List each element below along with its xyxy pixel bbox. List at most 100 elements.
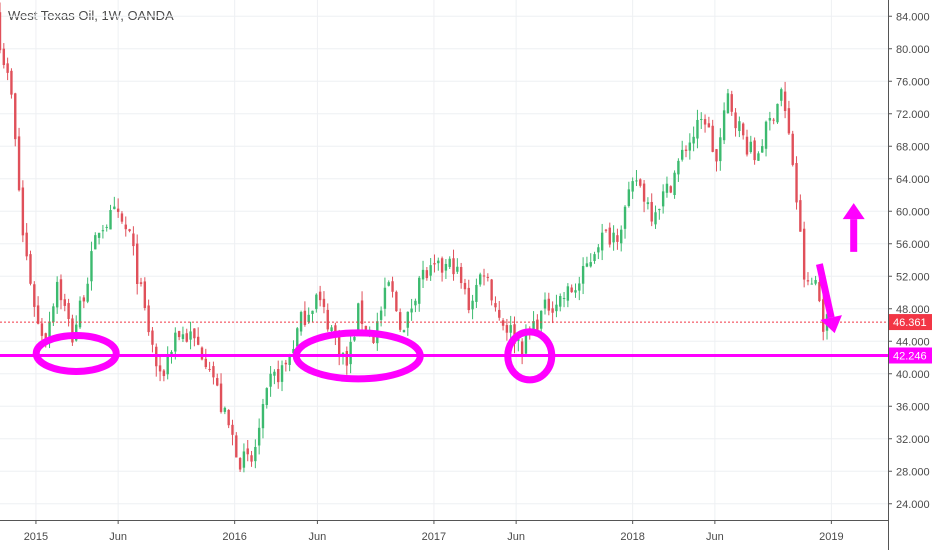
- candle-body: [193, 328, 196, 339]
- candle-body: [25, 232, 28, 257]
- candle-body: [330, 327, 333, 332]
- candle-body: [791, 133, 794, 165]
- candle-body: [14, 93, 17, 140]
- candle-body: [585, 263, 589, 267]
- y-tick-label: 60.000: [896, 206, 930, 218]
- candle-body: [162, 370, 166, 377]
- candle-body: [67, 303, 70, 319]
- candle-body: [703, 119, 707, 125]
- candle-body: [292, 348, 295, 354]
- candle-body: [212, 366, 215, 378]
- x-tick-label: 2015: [24, 531, 48, 543]
- candle-body: [669, 186, 672, 193]
- candle-body: [421, 269, 425, 280]
- candle-body: [185, 333, 188, 342]
- candle-body: [166, 356, 169, 375]
- candle-body: [223, 407, 227, 412]
- candle-body: [623, 206, 627, 229]
- candle-body: [738, 121, 741, 132]
- candle-body: [543, 299, 547, 309]
- x-tick-label: Jun: [109, 531, 127, 543]
- candle-body: [90, 251, 93, 282]
- candle-body: [665, 183, 669, 193]
- support-price-tag: [889, 347, 932, 364]
- candle-body: [216, 378, 219, 386]
- support-price-label: 42.246: [893, 351, 927, 363]
- candle-body: [116, 208, 120, 212]
- candle-body: [86, 283, 89, 302]
- candle-body: [562, 297, 566, 299]
- candle-body: [722, 110, 726, 141]
- candle-body: [21, 187, 25, 236]
- candle-body: [768, 118, 772, 121]
- candle-body: [726, 93, 730, 114]
- candle-body: [780, 89, 783, 101]
- y-tick-label: 64.000: [896, 174, 930, 186]
- candle-body: [307, 314, 310, 323]
- y-tick-label: 32.000: [896, 434, 930, 446]
- candle-body: [608, 227, 611, 245]
- candle-body: [280, 365, 284, 382]
- candle-body: [33, 284, 36, 307]
- candle-body: [17, 136, 21, 191]
- candle-body: [715, 149, 718, 162]
- candle-body: [334, 325, 337, 336]
- x-tick-label: 2019: [819, 531, 843, 543]
- candle-body: [448, 258, 451, 267]
- x-tick-label: Jun: [309, 531, 327, 543]
- candle-body: [650, 201, 653, 222]
- candle-body: [761, 146, 764, 153]
- candle-body: [452, 258, 455, 275]
- candle-body: [36, 305, 40, 324]
- candle-body: [200, 347, 204, 360]
- candle-body: [711, 125, 714, 152]
- y-tick-label: 40.000: [896, 369, 930, 381]
- candle-body: [296, 328, 299, 347]
- candle-body: [101, 230, 105, 232]
- candle-body: [284, 362, 288, 365]
- y-tick-label: 24.000: [896, 499, 930, 511]
- candle-body: [414, 300, 417, 306]
- candle-body: [787, 108, 791, 134]
- y-tick-label: 36.000: [896, 401, 930, 413]
- candle-body: [471, 300, 474, 310]
- candle-body: [498, 309, 501, 318]
- candle-body: [410, 308, 413, 313]
- candle-body: [730, 94, 733, 112]
- candle-body: [818, 282, 821, 302]
- candle-body: [456, 266, 459, 272]
- candle-body: [357, 303, 360, 335]
- candle-body: [772, 119, 775, 121]
- candle-body: [517, 338, 520, 341]
- candle-body: [398, 312, 402, 330]
- candle-body: [479, 274, 482, 285]
- candle-body: [532, 321, 535, 331]
- candle-body: [402, 330, 406, 333]
- candle-body: [82, 297, 86, 302]
- candle-body: [810, 283, 813, 285]
- candle-body: [475, 284, 478, 302]
- candle-body: [783, 91, 787, 112]
- y-tick-label: 52.000: [896, 271, 930, 283]
- candle-body: [749, 141, 752, 153]
- candle-body: [635, 180, 638, 182]
- candle-body: [151, 330, 154, 345]
- candle-body: [250, 455, 253, 462]
- candle-body: [364, 325, 368, 330]
- candle-body: [620, 229, 623, 244]
- candle-body: [589, 262, 592, 267]
- candle-body: [631, 181, 634, 192]
- candle-body: [822, 299, 825, 332]
- candle-body: [802, 228, 806, 280]
- candle-body: [524, 330, 528, 354]
- candle-body: [383, 287, 387, 309]
- candle-body: [158, 365, 162, 372]
- candle-body: [311, 310, 314, 315]
- candle-body: [269, 373, 272, 387]
- candle-body: [566, 286, 570, 301]
- candle-body: [700, 118, 703, 120]
- candle-body: [265, 388, 268, 405]
- candle-body: [574, 290, 577, 293]
- candle-body: [494, 303, 497, 308]
